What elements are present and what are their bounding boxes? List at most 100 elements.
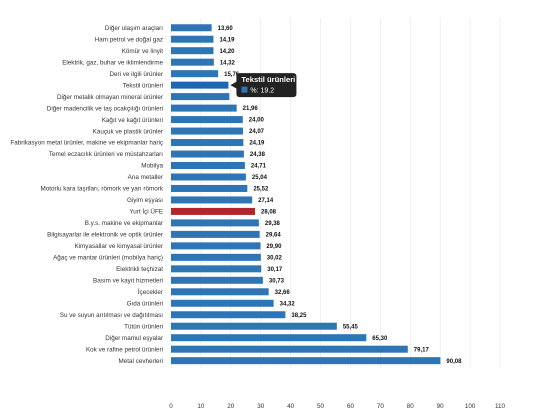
category-label: Deri ve ilgili ürünler	[109, 71, 163, 78]
category-label: Diğer ulaşım araçları	[105, 25, 163, 32]
tooltip-box	[236, 73, 297, 98]
category-label: Su ve suyun arıtılması ve dağıtılması	[60, 312, 163, 319]
category-label: Diğer madencilik ve taş ocakçılığı ürünl…	[47, 105, 163, 112]
category-label: Mobilya	[141, 163, 163, 170]
x-tick-label: 100	[465, 403, 476, 410]
data-label: 30,73	[269, 278, 285, 284]
bar[interactable]	[171, 139, 244, 147]
category-label: Ham petrol ve doğal gaz	[95, 36, 163, 43]
data-label: 24,19	[249, 141, 265, 147]
category-label: B.y.s. makine ve ekipmanlar	[85, 220, 163, 227]
category-label: Yurt İçi ÜFE	[129, 207, 163, 216]
category-label: Metal cevherleri	[119, 358, 163, 365]
x-tick-label: 40	[287, 403, 295, 410]
data-label: 25,04	[252, 175, 268, 181]
bar[interactable]	[171, 357, 441, 365]
category-label: Giyim eşyası	[127, 197, 163, 204]
bar[interactable]	[171, 24, 212, 32]
category-label: İçecekler	[138, 287, 163, 296]
value-labels: 13,60 14,19 14,20 14,32 15,76 21,96 24,00 24,07…	[218, 26, 462, 365]
tooltip-arrow	[230, 81, 238, 90]
data-label: 65,30	[372, 336, 388, 342]
bar[interactable]	[171, 81, 229, 89]
x-tick-label: 20	[227, 403, 235, 410]
data-label: 30,02	[267, 255, 283, 261]
x-tick-label: 80	[407, 403, 415, 410]
data-label: 24,38	[250, 152, 266, 158]
data-label: 25,52	[253, 187, 269, 193]
category-label: Gıda ürünleri	[127, 300, 163, 307]
bar[interactable]	[171, 207, 255, 215]
bar[interactable]	[171, 345, 408, 353]
bars	[171, 24, 441, 365]
bar[interactable]	[171, 70, 219, 78]
bar[interactable]	[171, 47, 214, 55]
bar[interactable]	[171, 104, 237, 112]
bar[interactable]	[171, 184, 248, 192]
bar[interactable]	[171, 322, 337, 330]
bar[interactable]	[171, 35, 214, 43]
x-tick-label: 10	[197, 403, 205, 410]
data-label: 38,25	[291, 313, 307, 319]
tooltip: Tekstil ürünleri %: 19.2	[230, 73, 297, 98]
category-label: Kimyasallar ve kimyasal ürünler	[74, 243, 163, 250]
x-tick-label: 30	[257, 403, 265, 410]
data-label: 14,32	[220, 60, 236, 66]
data-label: 32,66	[275, 290, 291, 296]
bar[interactable]	[171, 299, 274, 307]
tooltip-title: Tekstil ürünleri	[241, 75, 295, 84]
data-label: 55,45	[343, 324, 359, 330]
data-label: 21,96	[243, 106, 259, 112]
bar[interactable]	[171, 265, 262, 273]
data-label: 29,90	[266, 244, 282, 250]
bar[interactable]	[171, 58, 214, 66]
category-label: Elektrik, gaz, buhar ve iklimlendirme	[62, 59, 163, 66]
data-label: 29,64	[266, 232, 282, 238]
bar[interactable]	[171, 162, 245, 169]
category-label: Temel eczacılık ürünleri ve müstahzarlar…	[49, 151, 163, 158]
tooltip-swatch	[241, 86, 248, 93]
data-label: 27,14	[258, 198, 274, 204]
bar[interactable]	[171, 127, 243, 135]
data-label: 24,71	[251, 164, 267, 170]
data-label: 14,20	[219, 49, 235, 55]
bar[interactable]	[171, 288, 269, 296]
category-label: Tütün ürünleri	[124, 323, 163, 330]
data-label: 24,00	[249, 118, 265, 124]
category-label: Kömür ve linyit	[122, 48, 164, 55]
bar[interactable]	[171, 219, 259, 227]
bar[interactable]	[171, 311, 286, 319]
bar[interactable]	[171, 150, 244, 158]
bar[interactable]	[171, 334, 367, 342]
category-labels: Diğer ulaşım araçları Ham petrol ve doğal…	[10, 25, 163, 365]
data-label: 28,08	[261, 210, 277, 216]
x-tick-label: 110	[495, 403, 506, 410]
category-label: Kok ve rafine petrol ürünleri	[86, 346, 163, 353]
bar[interactable]	[171, 253, 261, 261]
category-label: Basım ve kayıt hizmetleri	[93, 278, 163, 285]
category-label: Diğer metalik olmayan mineral ürünler	[57, 94, 163, 101]
x-tick-label: 0	[169, 403, 173, 410]
category-label: Ana metaller	[128, 174, 163, 181]
bar[interactable]	[171, 196, 253, 204]
bar[interactable]	[171, 230, 260, 238]
category-label: Ağaç ve mantar ürünleri (mobilya hariç)	[53, 255, 163, 262]
data-label: 24,07	[249, 129, 265, 135]
data-label: 13,60	[218, 26, 234, 32]
category-label: Tekstil ürünleri	[123, 82, 163, 89]
bar[interactable]	[171, 93, 230, 101]
tooltip-series-label: %: 19.2	[250, 88, 274, 95]
data-label: 15,76	[224, 72, 240, 78]
category-label: Elektrikli teçhizat	[116, 266, 163, 273]
category-label: Motorlu kara taşıtları, römork ve yarı r…	[41, 186, 164, 193]
category-label: Kağıt ve kağıt ürünleri	[102, 117, 163, 124]
x-axis-ticks: 0 10 20 30 40 50 60 70 80 90 100 110	[169, 403, 505, 410]
bar[interactable]	[171, 173, 246, 181]
x-tick-label: 90	[437, 403, 445, 410]
bar[interactable]	[171, 116, 243, 124]
bar[interactable]	[171, 242, 261, 250]
bar[interactable]	[171, 276, 263, 284]
x-tick-label: 60	[347, 403, 355, 410]
category-label: Fabrikasyon metal ürünler, makine ve eki…	[10, 140, 163, 147]
